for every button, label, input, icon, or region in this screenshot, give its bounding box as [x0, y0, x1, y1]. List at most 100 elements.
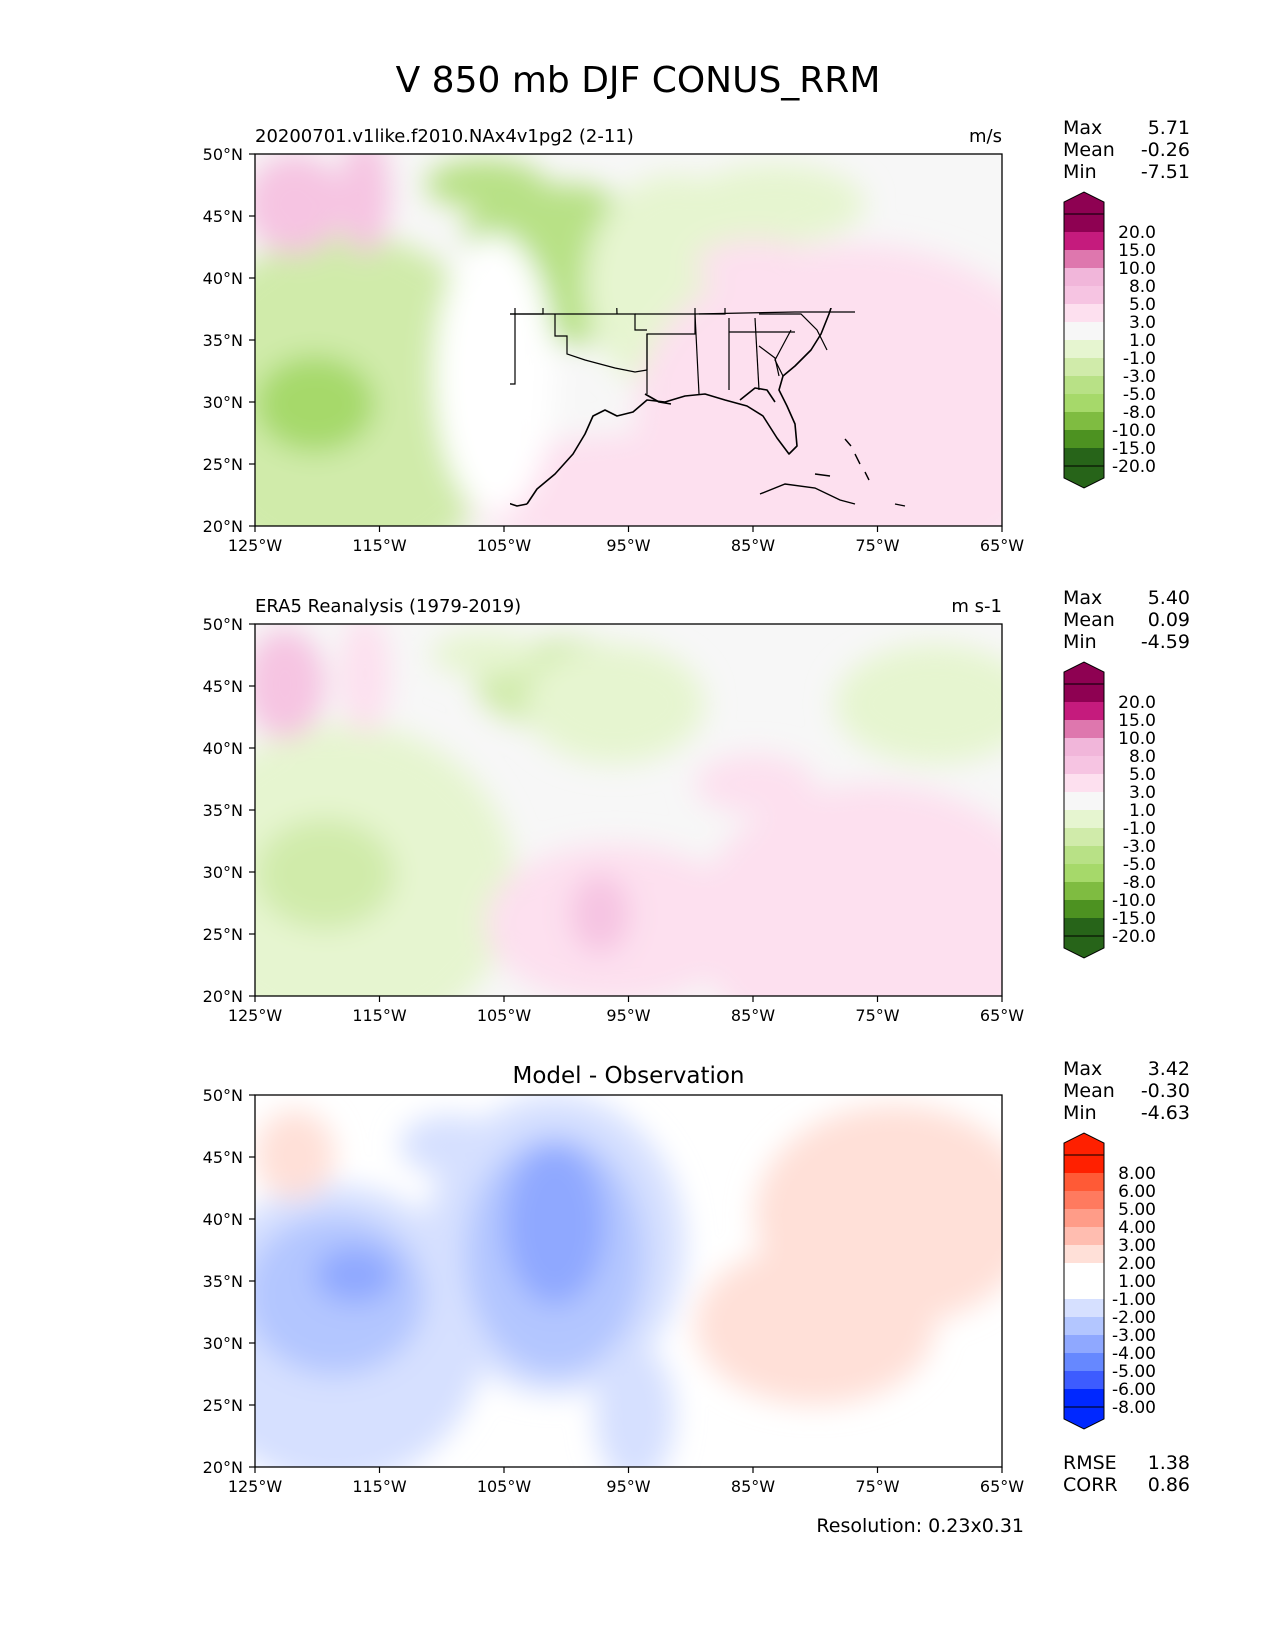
colorbar-segment — [1064, 394, 1104, 413]
colorbar-tick-label: 15.0 — [1118, 241, 1156, 261]
colorbar-segment — [1064, 1371, 1104, 1390]
colorbar-segment — [1064, 1209, 1104, 1228]
stat-label: Min — [1063, 1102, 1097, 1124]
colorbar-tick-label: -8.0 — [1123, 403, 1156, 423]
colorbar-segment — [1064, 684, 1104, 703]
y-tick-label: 30°N — [203, 863, 243, 882]
colorbar-segment — [1064, 1191, 1104, 1210]
colorbar-tick-label: 4.00 — [1118, 1218, 1156, 1238]
colorbar-segment — [1064, 1299, 1104, 1318]
stat-value: -0.26 — [1141, 139, 1190, 161]
y-tick-label: 45°N — [203, 1148, 243, 1167]
colorbar-tick-label: -1.0 — [1123, 819, 1156, 839]
y-tick-label: 35°N — [203, 331, 243, 350]
colorbar: 20.015.010.08.05.03.01.0-1.0-3.0-5.0-8.0… — [1063, 661, 1156, 959]
y-tick-label: 40°N — [203, 269, 243, 288]
colorbar-segment — [1064, 340, 1104, 359]
colorbar-segment — [1064, 918, 1104, 937]
stat-label: Max — [1063, 117, 1102, 139]
colorbar-tick-label: 5.00 — [1118, 1200, 1156, 1220]
contour-region — [695, 239, 815, 289]
colorbar-tick-label: -5.0 — [1123, 855, 1156, 875]
colorbar-segment — [1064, 232, 1104, 251]
x-tick-label: 125°W — [228, 536, 283, 555]
colorbar-tick-label: -15.0 — [1112, 439, 1156, 459]
colorbar-segment — [1064, 286, 1104, 305]
y-tick-label: 20°N — [203, 987, 243, 1006]
contour-region — [835, 644, 1002, 764]
colorbar-tick-label: -20.0 — [1112, 457, 1156, 477]
colorbar-segment — [1064, 720, 1104, 739]
panel-center-title: Model - Observation — [512, 1063, 744, 1089]
colorbar-segment — [1064, 304, 1104, 323]
stat-label: Min — [1063, 631, 1097, 653]
contour-region — [595, 1345, 675, 1467]
colorbar-tick-label: -3.00 — [1112, 1326, 1156, 1346]
colorbar-segment — [1064, 900, 1104, 919]
rmse-value: 1.38 — [1148, 1452, 1190, 1474]
colorbar-segment — [1064, 358, 1104, 377]
contour-region — [340, 154, 390, 254]
y-tick-label: 25°N — [203, 1396, 243, 1415]
resolution-label: Resolution: 0.23x0.31 — [816, 1515, 1024, 1537]
x-tick-label: 115°W — [352, 536, 407, 555]
contour-region — [340, 624, 390, 734]
x-tick-label: 125°W — [228, 1006, 283, 1025]
x-tick-label: 105°W — [477, 1477, 532, 1496]
colorbar-tick-label: 20.0 — [1118, 223, 1156, 243]
colorbar-segment — [1064, 846, 1104, 865]
colorbar-segment — [1064, 322, 1104, 341]
x-tick-label: 105°W — [477, 536, 532, 555]
colorbar-tick-label: 8.0 — [1129, 277, 1156, 297]
colorbar-frame — [1063, 1154, 1105, 1408]
colorbar-tick-label: 1.00 — [1118, 1272, 1156, 1292]
y-tick-label: 30°N — [203, 1334, 243, 1353]
colorbar-tick-label: 6.00 — [1118, 1182, 1156, 1202]
colorbar-segment — [1064, 774, 1104, 793]
colorbar-segment — [1064, 1335, 1104, 1354]
x-tick-label: 75°W — [855, 536, 899, 555]
colorbar-segment — [1064, 1317, 1104, 1336]
contour-region — [255, 819, 395, 929]
colorbar-tick-label: -3.0 — [1123, 837, 1156, 857]
stat-label: Max — [1063, 1058, 1102, 1080]
contour-region — [695, 1245, 935, 1405]
panel-units: m s-1 — [951, 596, 1002, 617]
colorbar-segment — [1064, 756, 1104, 775]
x-tick-label: 115°W — [352, 1477, 407, 1496]
colorbar-segment — [1064, 792, 1104, 811]
colorbar-tick-label: -5.00 — [1112, 1362, 1156, 1382]
contour-region — [400, 1115, 500, 1175]
colorbar-tick-label: 15.0 — [1118, 711, 1156, 731]
panel-left-title: ERA5 Reanalysis (1979-2019) — [255, 596, 521, 617]
corr-label: CORR — [1063, 1474, 1118, 1496]
contour-region — [435, 234, 555, 514]
stat-label: Min — [1063, 161, 1097, 183]
x-tick-label: 75°W — [855, 1477, 899, 1496]
panel-difference: Model - Observation 125°W 115°W 105°W 95°W 85… — [203, 1058, 1190, 1496]
contour-field — [255, 154, 1002, 526]
y-tick-label: 45°N — [203, 677, 243, 696]
colorbar-segment — [1064, 810, 1104, 829]
colorbar-extend-max — [1063, 1132, 1105, 1156]
y-tick-label: 35°N — [203, 1272, 243, 1291]
colorbar-segment — [1064, 1227, 1104, 1246]
colorbar-tick-label: -10.0 — [1112, 421, 1156, 441]
colorbar-segment — [1064, 828, 1104, 847]
stat-value: -0.30 — [1141, 1080, 1190, 1102]
colorbar-segment — [1064, 1173, 1104, 1192]
contour-region — [570, 874, 630, 954]
colorbar-segment — [1064, 738, 1104, 757]
colorbar-segment — [1064, 882, 1104, 901]
contour-region — [525, 644, 705, 764]
colorbar-tick-label: 2.00 — [1118, 1254, 1156, 1274]
rmse-label: RMSE — [1063, 1452, 1117, 1474]
colorbar-tick-label: 1.0 — [1129, 801, 1156, 821]
colorbar-tick-label: -3.0 — [1123, 367, 1156, 387]
contour-region — [315, 1247, 395, 1303]
colorbar: 20.015.010.08.05.03.01.0-1.0-3.0-5.0-8.0… — [1063, 191, 1156, 489]
x-tick-label: 65°W — [980, 1477, 1024, 1496]
stat-value: 0.09 — [1148, 609, 1190, 631]
colorbar-tick-label: -4.00 — [1112, 1344, 1156, 1364]
y-tick-label: 45°N — [203, 207, 243, 226]
